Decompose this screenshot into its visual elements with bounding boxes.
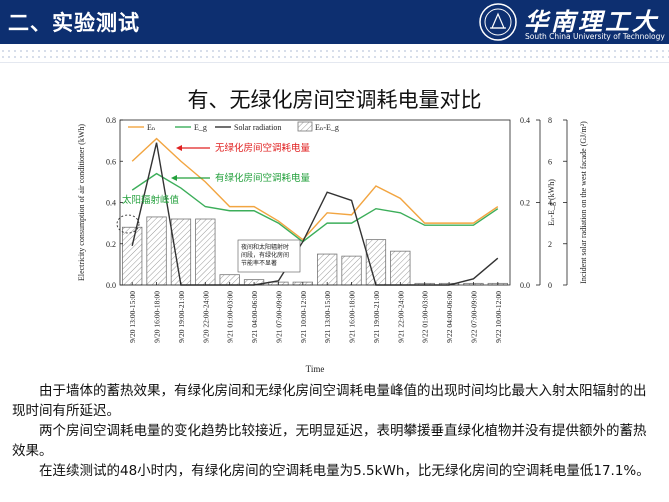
university-logo-chinese: 华南理工大学	[524, 7, 659, 71]
annotation-arrowhead-red	[176, 145, 182, 151]
university-seal-icon	[479, 3, 517, 41]
right-outer-axis-tick-label: 2	[548, 240, 552, 249]
x-tick-label: 9/22 07:00-09:00	[469, 291, 478, 343]
y3-axis-label: Incident solar radiation on the west fac…	[579, 121, 588, 284]
eg-series-line	[131, 172, 499, 243]
x-tick-label: 9/20 13:00-15:00	[128, 291, 137, 343]
paragraph-2: 两个房间空调耗电量的变化趋势比较接近，无明显延迟，表明攀援垂直绿化植物并没有提供…	[12, 423, 647, 459]
annotation-arrowhead-green	[171, 175, 177, 181]
x-tick-label: 9/20 19:00-21:00	[177, 291, 186, 343]
x-tick-label: 9/22 01:00-03:00	[421, 291, 430, 343]
left-axis-tick-label: 0.2	[106, 240, 116, 249]
title-bar: 二、实验测试 华南理工大学 South China University of …	[0, 0, 669, 71]
slide-body-text: 由于墙体的蓄热效果，有绿化房间和无绿化房间空调耗电量峰值的出现时间均比最大入射太…	[12, 381, 652, 481]
chart-title: 有、无绿化房间空调耗电量对比	[187, 88, 482, 112]
annotation-solar-peak: 太阳辐射峰值	[122, 194, 180, 206]
legend-bar-marker	[297, 121, 313, 132]
annotation-night-text: 夜间和太阳辐射时	[241, 243, 289, 251]
slide-section-title: 二、实验测试	[8, 11, 140, 35]
difference-bar	[146, 216, 167, 286]
difference-bar	[195, 218, 216, 286]
university-logo-english: South China University of Technology	[525, 32, 665, 41]
annotation-box	[237, 239, 301, 273]
right-outer-axis-tick-label: 6	[548, 157, 552, 166]
x-tick-label: 9/21 10:00-12:00	[299, 291, 308, 343]
legend-entry: Eₙ	[147, 123, 156, 132]
left-axis-tick-label: 0.4	[106, 199, 116, 208]
right-inner-axis-tick-label: 0.0	[520, 281, 530, 290]
annotation-greenery: 有绿化房间空调耗电量	[215, 172, 311, 184]
legend-entry: Solar radiation	[234, 123, 281, 132]
x-tick-label: 9/21 07:00-09:00	[274, 291, 283, 343]
consumption-chart: 0.0 0.2 0.4 0.6 0.8 0.0 0.2 0.4 0 2 4 6 8 Electricity…	[77, 116, 588, 374]
x-tick-label: 9/21 16:00-18:00	[348, 291, 357, 343]
legend-entry: E_g	[194, 123, 207, 132]
x-tick-label: 9/21 04:00-06:00	[250, 291, 259, 343]
annotation-no-greenery: 无绿化房间空调耗电量	[215, 142, 311, 154]
x-tick-label: 9/20 16:00-18:00	[153, 291, 162, 343]
right-outer-axis-tick-label: 0	[548, 281, 552, 290]
difference-bar	[390, 250, 411, 286]
difference-bar	[341, 255, 362, 286]
right-outer-axis-tick-label: 4	[548, 199, 552, 208]
difference-bar	[317, 253, 338, 286]
difference-bar	[122, 226, 143, 286]
right-outer-axis-tick-label: 8	[548, 116, 552, 125]
y-axis-label: Electricity consumption of air condition…	[77, 124, 86, 281]
y2-axis-label: Eₙ-E_g (kWh)	[547, 179, 556, 226]
right-inner-axis-tick-label: 0.2	[520, 199, 530, 208]
en-series-line	[131, 137, 499, 241]
annotation-solar-ellipse	[116, 214, 140, 234]
paragraph-1: 由于墙体的蓄热效果，有绿化房间和无绿化房间空调耗电量峰值的出现时间均比最大入射太…	[12, 383, 647, 419]
legend-entry: Eₙ-E_g	[315, 123, 339, 132]
x-tick-label: 9/21 13:00-15:00	[323, 291, 332, 343]
x-tick-label: 9/21 01:00-03:00	[226, 291, 235, 343]
header-dot-pattern	[0, 48, 669, 58]
annotation-night-text: 间段，有绿化房间	[241, 251, 289, 259]
x-tick-label: 9/21 22:00-24:00	[396, 291, 405, 343]
x-tick-label: 9/21 19:00-21:00	[372, 291, 381, 343]
x-tick-label: 9/22 04:00-06:00	[445, 291, 454, 343]
left-axis-tick-label: 0.6	[106, 157, 116, 166]
left-axis-tick-label: 0.8	[106, 116, 116, 125]
left-axis-tick-label: 0.0	[106, 281, 116, 290]
difference-bar	[170, 218, 192, 286]
right-inner-axis-tick-label: 0.4	[520, 116, 530, 125]
x-tick-label: 9/22 10:00-12:00	[494, 291, 503, 343]
paragraph-3: 在连续测试的48小时内，有绿化房间的空调耗电量为5.5kWh，比无绿化房间的空调…	[39, 463, 650, 479]
x-axis-label: Time	[306, 364, 325, 374]
annotation-night-text: 节能率不显著	[241, 259, 277, 267]
x-tick-label: 9/20 22:00-24:00	[201, 291, 210, 343]
